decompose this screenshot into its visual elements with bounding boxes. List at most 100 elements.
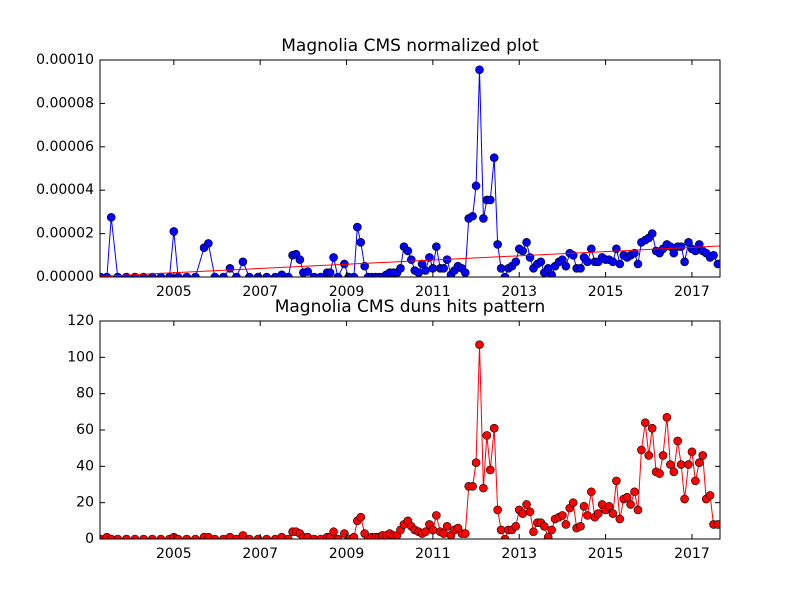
point: [182, 272, 192, 277]
point: [518, 509, 527, 518]
point: [245, 534, 254, 539]
y-tick-label: 20: [76, 495, 94, 511]
point: [421, 527, 430, 537]
point: [496, 525, 506, 535]
point: [356, 237, 366, 247]
point: [316, 534, 325, 539]
y-tick-label: 0.00008: [36, 95, 94, 111]
y-tick-label: 60: [76, 422, 94, 438]
point: [468, 211, 477, 221]
y-tick-label: 0.00004: [36, 182, 94, 198]
point: [644, 451, 654, 460]
point: [106, 213, 116, 222]
point: [232, 272, 241, 277]
point: [669, 248, 679, 258]
point: [283, 272, 293, 277]
point: [295, 255, 305, 264]
point: [713, 520, 720, 529]
point: [439, 264, 448, 273]
point: [479, 483, 488, 493]
point: [493, 240, 502, 249]
point: [568, 251, 578, 260]
point: [475, 340, 484, 349]
point: [486, 195, 495, 205]
point: [283, 534, 293, 539]
point: [539, 521, 549, 531]
point: [583, 257, 592, 267]
point: [403, 246, 413, 256]
point: [316, 272, 325, 277]
point: [641, 418, 650, 428]
y-tick-label: 80: [76, 386, 94, 402]
x-tick-label: 2011: [415, 546, 451, 562]
point: [210, 272, 220, 277]
point: [303, 267, 312, 276]
point: [238, 257, 248, 267]
point: [432, 511, 441, 520]
point: [705, 491, 715, 500]
point: [496, 264, 506, 273]
point: [360, 261, 369, 271]
point: [666, 460, 675, 469]
point: [245, 272, 254, 277]
x-tick-label: 2009: [329, 284, 365, 300]
point: [204, 239, 213, 248]
point: [349, 532, 359, 539]
x-tick-label: 2015: [588, 284, 624, 300]
point: [471, 181, 481, 191]
point: [333, 534, 343, 539]
point: [147, 534, 157, 539]
point: [262, 272, 271, 277]
y-tick-label: 100: [67, 349, 94, 365]
point: [489, 153, 499, 162]
y-tick-label: 120: [67, 313, 94, 329]
x-tick-label: 2015: [588, 546, 624, 562]
point: [522, 237, 531, 247]
y-tick-label: 0.00010: [36, 52, 94, 68]
point: [713, 259, 720, 269]
point: [428, 264, 438, 273]
point: [333, 272, 343, 277]
x-tick-label: 2005: [156, 546, 192, 562]
point: [356, 512, 366, 522]
point: [471, 458, 481, 468]
point: [587, 487, 596, 497]
point: [615, 259, 625, 269]
point: [525, 507, 535, 517]
point: [489, 423, 499, 433]
point: [106, 534, 116, 539]
point: [156, 534, 166, 539]
y-tick-label: 0.00000: [36, 269, 94, 285]
y-tick-label: 40: [76, 458, 94, 474]
x-tick-label: 2011: [415, 284, 451, 300]
point: [536, 257, 546, 267]
point: [561, 261, 571, 271]
x-tick-label: 2005: [156, 284, 192, 300]
point: [349, 272, 359, 277]
point: [421, 266, 430, 275]
point: [479, 214, 488, 223]
point: [270, 272, 280, 277]
point: [482, 431, 492, 440]
point: [113, 534, 123, 539]
point: [511, 257, 521, 267]
point: [547, 270, 556, 277]
point: [633, 259, 643, 269]
x-tick-label: 2013: [501, 284, 537, 300]
point: [428, 525, 438, 535]
point: [576, 521, 585, 531]
point: [647, 423, 657, 433]
x-tick-label: 2009: [329, 546, 365, 562]
point: [493, 505, 502, 515]
point: [543, 532, 553, 539]
point: [694, 458, 704, 468]
chart-title: Magnolia CMS duns hits pattern: [275, 297, 546, 317]
point: [425, 253, 434, 262]
point: [676, 460, 686, 469]
point: [626, 500, 635, 509]
point: [630, 487, 639, 497]
point: [442, 521, 452, 531]
x-tick-label: 2007: [242, 284, 278, 300]
point: [647, 229, 657, 238]
point: [262, 534, 271, 539]
